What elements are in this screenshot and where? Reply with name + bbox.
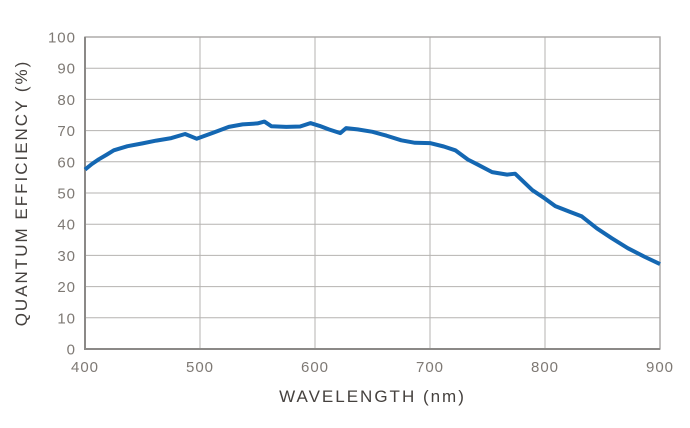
- y-tick-label: 30: [57, 248, 76, 265]
- quantum-efficiency-curve: [83, 119, 661, 266]
- x-tick-label: 500: [186, 359, 214, 376]
- x-tick-label: 800: [531, 359, 559, 376]
- y-tick-label: 40: [57, 217, 76, 234]
- x-tick-label: 700: [416, 359, 444, 376]
- y-axis-title: QUANTUM EFFICIENCY (%): [12, 59, 31, 327]
- y-tick-label: 100: [48, 30, 76, 47]
- y-tick-label: 20: [57, 279, 76, 296]
- x-axis-title: WAVELENGTH (nm): [279, 387, 466, 406]
- x-tick-label: 600: [301, 359, 329, 376]
- y-tick-label: 0: [67, 342, 76, 359]
- y-tick-label: 90: [57, 61, 76, 78]
- y-tick-label: 70: [57, 123, 76, 140]
- y-tick-label: 80: [57, 92, 76, 109]
- x-tick-label: 400: [71, 359, 99, 376]
- x-tick-label: 900: [646, 359, 674, 376]
- y-tick-label: 60: [57, 154, 76, 171]
- y-tick-label: 10: [57, 310, 76, 327]
- y-tick-label: 50: [57, 186, 76, 203]
